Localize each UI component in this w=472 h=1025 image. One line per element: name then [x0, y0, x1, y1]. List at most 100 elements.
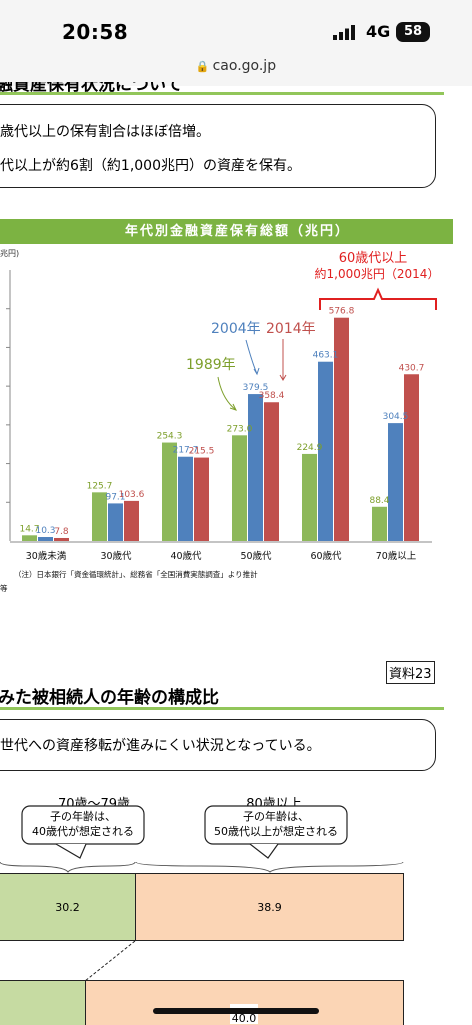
note-bubble-tail-70s	[55, 843, 87, 859]
chart-note-2: 等	[0, 583, 8, 593]
bar	[194, 457, 209, 541]
series-label-1989: 1989年	[186, 357, 236, 373]
segment-value-row2: 40.0	[230, 1004, 258, 1024]
segment-value-80plus: 38.9	[257, 900, 282, 914]
arrow-head-2004	[253, 367, 260, 376]
bar-value-label: 273.0	[227, 424, 253, 434]
x-tick-label: 50歳代	[240, 550, 272, 562]
bar-value-label: 358.4	[259, 391, 285, 401]
callout-bracket	[319, 287, 437, 310]
bar	[248, 394, 263, 541]
status-time: 20:58	[62, 20, 129, 44]
url-display[interactable]: 🔒 cao.go.jp	[0, 58, 472, 74]
note-bubble-tail-80plus	[249, 843, 279, 859]
bullet-text-1: 歳代以上の保有割合はほぼ倍増。	[0, 124, 210, 140]
bar	[54, 537, 69, 541]
bar	[334, 317, 349, 541]
note-text-80plus: 子の年齢は、 50歳代以上が想定される	[205, 809, 347, 839]
bar-value-label: 576.8	[329, 307, 355, 317]
bar	[178, 456, 193, 541]
bar	[108, 503, 123, 541]
bar	[38, 537, 53, 541]
bar-top-border	[0, 873, 404, 874]
series-label-2014: 2014年	[266, 321, 316, 337]
bar-value-label: 97.1	[105, 492, 125, 502]
note-80plus-line2: 50歳代以上が想定される	[214, 825, 338, 838]
network-type: 4G	[366, 22, 391, 41]
status-bar	[0, 0, 472, 56]
bar	[92, 492, 107, 541]
home-indicator[interactable]	[153, 1008, 319, 1014]
address-bar[interactable]	[0, 56, 472, 86]
segment-80plus-row1: 38.9	[136, 874, 404, 941]
bar	[372, 506, 387, 541]
summary-text: 世代への資産移転が進みにくい状況となっている。	[0, 738, 321, 754]
bar-value-label: 215.5	[189, 447, 215, 457]
x-tick-label: 40歳代	[170, 550, 202, 562]
note-80plus-line1: 子の年齢は、	[243, 810, 309, 823]
document-badge: 資料23	[386, 661, 435, 684]
arrow-2004	[245, 339, 258, 375]
lock-icon: 🔒	[195, 60, 210, 73]
arrow-head-1989	[229, 403, 237, 411]
bar-value-label: 304.5	[383, 412, 409, 422]
segment-value-70s: 30.2	[55, 900, 80, 914]
connector-line	[84, 941, 136, 981]
bar-value-label: 88.4	[369, 496, 389, 506]
bar	[302, 453, 317, 541]
note-70s-line1: 子の年齢は、	[50, 810, 116, 823]
note-70s-line2: 40歳代が想定される	[32, 825, 134, 838]
x-tick-label: 30歳未満	[26, 550, 67, 562]
x-tick-label: 60歳代	[310, 550, 342, 562]
chart-source-note: （注）日本銀行「資金循環統計」、総務省「全国消費実態調査」より推計	[14, 569, 258, 579]
bar	[388, 423, 403, 541]
callout-line-1: 60歳代以上	[339, 251, 408, 266]
bars-group	[22, 317, 419, 541]
brace-annotations	[0, 805, 404, 873]
y-ticks	[6, 308, 10, 503]
bar	[22, 535, 37, 541]
summary-box-bottom	[0, 719, 436, 771]
summary-box-top	[0, 104, 436, 188]
bar-value-label: 254.3	[157, 432, 183, 442]
bar-value-label: 125.7	[87, 481, 113, 491]
bar	[318, 361, 333, 541]
arrow-head-2014	[279, 374, 287, 381]
bullet-text-2: 代以上が約6割（約1,000兆円）の資産を保有。	[0, 158, 301, 174]
bar-value-label: 10.3	[35, 526, 55, 536]
bar-chart: 兆円) 14.710.37.8125.797.1103.6254.3217.72…	[0, 248, 440, 593]
battery-icon: 58	[396, 22, 430, 42]
bar	[162, 442, 177, 541]
segment-70s-row2	[0, 980, 86, 1025]
note-text-70s: 子の年齢は、 40歳代が想定される	[22, 809, 144, 839]
bar-value-label: 14.7	[19, 524, 39, 534]
x-tick-label: 30歳代	[100, 550, 132, 562]
bar-value-label: 379.5	[243, 383, 269, 393]
brace-80plus	[135, 861, 404, 873]
callout-line-2: 約1,000兆円（2014）	[315, 266, 440, 281]
bar-value-label: 463.1	[313, 351, 339, 361]
bar	[264, 402, 279, 541]
bar-value-label: 103.6	[119, 490, 145, 500]
y-axis-label: 兆円)	[0, 248, 19, 258]
series-label-2004: 2004年	[211, 321, 261, 337]
chart-title: 年代別金融資産保有総額（兆円）	[124, 224, 350, 239]
bar	[232, 435, 247, 541]
x-tick-label: 70歳以上	[376, 550, 417, 562]
divider-line	[0, 92, 444, 95]
bar-value-label: 7.8	[54, 527, 69, 537]
section-heading-bottom: みた被相続人の年齢の構成比	[0, 688, 219, 708]
bar-value-label: 430.7	[399, 363, 425, 373]
bar-value-label: 217.7	[173, 446, 199, 456]
url-text: cao.go.jp	[212, 58, 277, 74]
section-heading-top: 融資産保有状況について	[0, 75, 183, 95]
divider-line-2	[0, 707, 444, 710]
bar	[124, 500, 139, 541]
bar	[404, 374, 419, 541]
chart-title-band: 年代別金融資産保有総額（兆円）	[0, 219, 453, 244]
bar-value-label: 224.9	[297, 443, 323, 453]
x-labels-group: 30歳未満 30歳代 40歳代 50歳代 60歳代 70歳以上	[26, 550, 417, 562]
arrow-1989	[217, 376, 237, 411]
signal-icon	[333, 25, 355, 40]
